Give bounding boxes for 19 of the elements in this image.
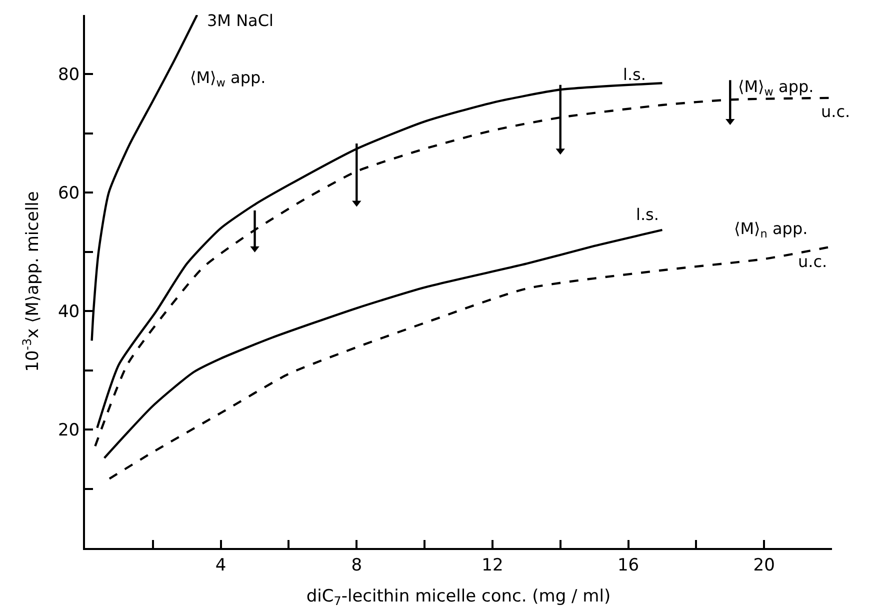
- line-series: [103, 228, 664, 460]
- annotation: ⟨M⟩$_{w}$ app.: [190, 68, 266, 90]
- y-tick-label: 80: [58, 65, 80, 86]
- x-tick-label: 4: [215, 555, 226, 576]
- annotation: l.s.: [636, 205, 659, 224]
- annotation: ⟨M⟩$_{n}$ app.: [734, 219, 808, 240]
- annotation: l.s.: [623, 65, 646, 84]
- y-tick-label: 20: [58, 420, 80, 441]
- annotation: u.c.: [821, 102, 850, 121]
- annotation: ⟨M⟩$_{w}$ app.: [738, 77, 814, 98]
- x-tick-label: 12: [482, 555, 504, 576]
- y-tick-label: 60: [58, 184, 80, 204]
- annotation: u.c.: [798, 252, 828, 271]
- x-tick-label: 16: [617, 555, 640, 576]
- x-tick-label: 8: [351, 555, 362, 576]
- y-tick-label: 40: [58, 302, 80, 322]
- annotation: 3M NaCl: [207, 11, 274, 30]
- x-tick-label: 20: [753, 555, 775, 576]
- x-axis-title: diC$_{7}$-lecithin micelle conc. (mg / ml): [306, 586, 611, 608]
